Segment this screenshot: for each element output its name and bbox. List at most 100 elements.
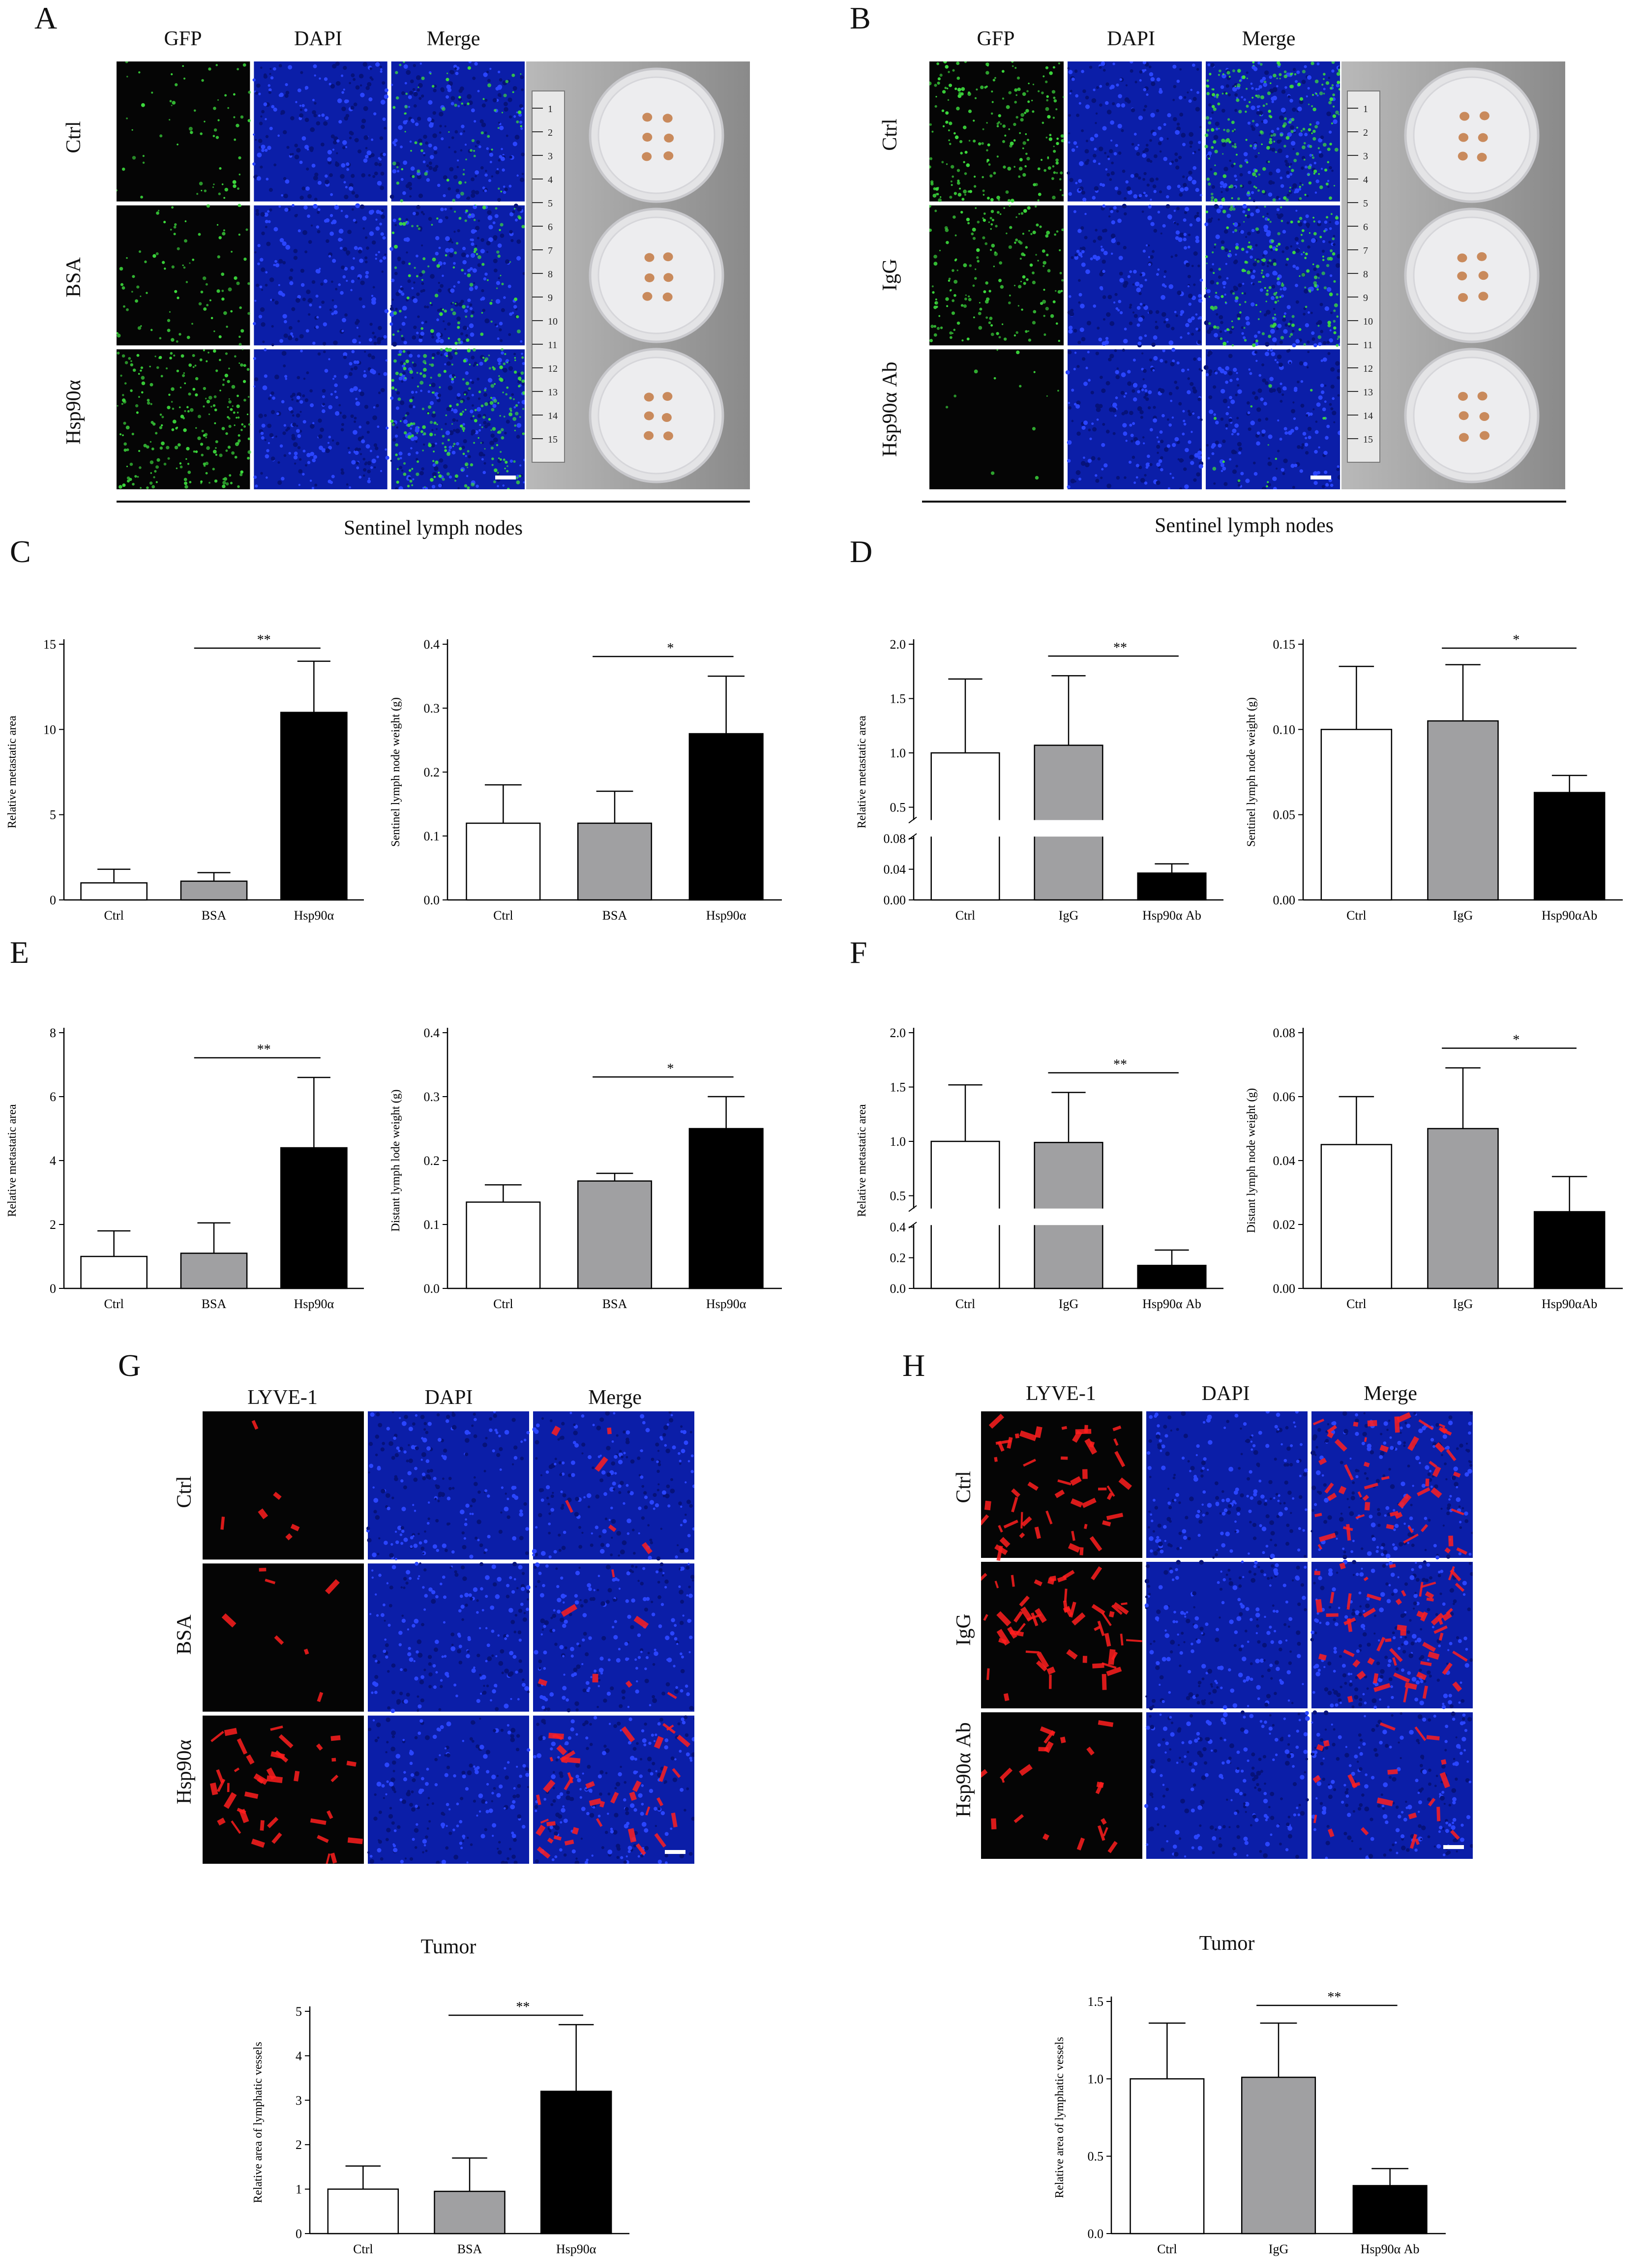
dapi-image: [1067, 204, 1203, 348]
bar-ctrl: [80, 1255, 148, 1289]
svg-text:7: 7: [1363, 245, 1368, 256]
svg-text:4: 4: [1363, 175, 1368, 185]
y-tick-label: 0.08: [1273, 1026, 1296, 1040]
y-tick-label: 1.5: [890, 1080, 906, 1095]
merge-image: [1204, 61, 1340, 203]
dapi-image: [1146, 1411, 1308, 1559]
bar-ctrl: [466, 1201, 541, 1289]
y-tick-label: 0.4: [424, 637, 440, 652]
bar-ctrl: [1130, 2078, 1205, 2235]
row-label-igg: IgG: [879, 259, 901, 291]
significance-label: **: [1327, 1990, 1341, 2005]
panel-letter-b: B: [850, 0, 871, 35]
svg-text:3: 3: [548, 151, 553, 162]
y-tick-label: 1.5: [890, 692, 906, 706]
bar-ctrl: [1320, 729, 1393, 901]
y-tick-label: 0.0: [1088, 2227, 1104, 2241]
svg-text:9: 9: [548, 293, 553, 303]
chart-h1: 0.0 0.5 1.0 1.5 Relative area of lymphatic v…: [1053, 1990, 1446, 2256]
bar-bsa: [577, 1180, 653, 1289]
micro-grid-h: [981, 1411, 1473, 1859]
dapi-image: [366, 1411, 530, 1560]
lymph-node-photo-a: 1 2 3 4 5 6 7 8 9 10 11 12 13 14 15: [526, 61, 750, 489]
chart-d1: 0.00 0.04 0.08 0.5 1.0 1.5 2.0 Relative metasta…: [856, 637, 1223, 923]
merge-image: [389, 61, 525, 203]
bar-igg: [1427, 720, 1499, 901]
bar-hsp90-ab: [1533, 792, 1606, 901]
bar-bsa: [577, 822, 653, 901]
row-label-hsp90a-ab: Hsp90α Ab: [953, 1722, 975, 1818]
merge-image: [1203, 349, 1340, 489]
y-axis-label: Relative area of lymphatic vessels: [1053, 2037, 1066, 2198]
y-tick-label: 0.3: [424, 701, 440, 716]
chart-e1: 0 2 4 6 8 Relative metastatic area Ctrl BSA Hsp9…: [6, 1026, 364, 1311]
caption-h: Tumor: [1199, 1932, 1255, 1955]
dapi-image: [1065, 348, 1204, 489]
signal-image: [981, 1562, 1142, 1708]
bar-hsp90-ab: [1533, 1211, 1606, 1289]
bar-hsp90-ab: [1137, 1264, 1207, 1289]
svg-text:15: 15: [1363, 434, 1373, 445]
x-tick-label: Ctrl: [955, 908, 975, 923]
merge-image: [1310, 1559, 1473, 1709]
row-label-hsp90a: Hsp90α: [173, 1739, 196, 1804]
y-tick-label: 0.04: [1273, 1154, 1296, 1168]
col-label-dapi: DAPI: [294, 28, 342, 50]
x-tick-label: BSA: [202, 1297, 227, 1311]
signal-image: [117, 349, 251, 489]
dapi-image: [253, 203, 389, 346]
petri-dish: [589, 208, 724, 343]
x-tick-label: IgG: [1059, 908, 1078, 923]
y-tick-label: 0.0: [424, 1282, 440, 1296]
significance-label: *: [1513, 1033, 1519, 1048]
y-tick-label: 15: [43, 637, 56, 652]
y-axis-label: Sentinel lymph node weight (g): [1245, 697, 1258, 847]
panel-letter-g: G: [118, 1348, 141, 1383]
bar-ctrl: [1320, 1144, 1393, 1289]
svg-text:13: 13: [548, 387, 558, 398]
y-tick-label: 0.06: [1273, 1090, 1296, 1104]
svg-text:1: 1: [548, 104, 553, 115]
y-tick-label: 0.4: [424, 1026, 440, 1040]
signal-image: [929, 349, 1064, 489]
y-tick-label: 5: [296, 2004, 302, 2019]
chart-f2: 0.00 0.02 0.04 0.06 0.08 Distant lymph node w…: [1245, 1026, 1623, 1311]
x-tick-label: Hsp90α Ab: [1142, 1297, 1201, 1311]
col-label-dapi: DAPI: [1106, 28, 1155, 50]
y-tick-label: 0.5: [1088, 2149, 1104, 2164]
x-tick-label: Hsp90α Ab: [1361, 2242, 1420, 2256]
y-tick-label: 0.3: [424, 1090, 440, 1104]
caption-b: Sentinel lymph nodes: [1155, 514, 1334, 537]
significance-label: **: [1113, 640, 1127, 656]
x-tick-label: IgG: [1269, 2242, 1288, 2256]
svg-text:14: 14: [548, 411, 558, 421]
axis-break: [907, 820, 1223, 837]
y-tick-label: 1: [296, 2182, 302, 2197]
svg-text:5: 5: [548, 198, 553, 209]
y-tick-label: 0.1: [424, 1218, 440, 1232]
y-tick-label: 0.15: [1273, 637, 1296, 652]
bar-bsa: [434, 2190, 506, 2235]
merge-image: [390, 347, 525, 489]
significance-label: *: [667, 641, 674, 656]
x-tick-label: Ctrl: [1346, 1297, 1366, 1311]
x-tick-label: Hsp90α: [706, 1297, 746, 1311]
panel-letter-h: H: [902, 1348, 925, 1383]
y-tick-label: 2.0: [890, 1026, 906, 1040]
y-tick-label: 0.05: [1273, 808, 1296, 822]
y-tick-label: 1.0: [890, 1134, 906, 1149]
bar-hsp90-: [280, 712, 348, 901]
x-tick-label: Ctrl: [955, 1297, 975, 1311]
x-tick-label: Hsp90α: [556, 2242, 596, 2256]
y-tick-label: 0: [50, 893, 56, 907]
y-tick-label: 0.2: [890, 1251, 906, 1265]
x-tick-label: BSA: [602, 908, 627, 923]
y-tick-label: 0.00: [884, 893, 906, 907]
y-tick-label: 0.0: [890, 1282, 906, 1296]
svg-text:1: 1: [1363, 104, 1368, 115]
chart-c2: 0.0 0.1 0.2 0.3 0.4 Sentinel lymph node weigh…: [389, 637, 782, 923]
y-tick-label: 2: [296, 2138, 302, 2152]
panel-letter-d: D: [850, 534, 873, 569]
